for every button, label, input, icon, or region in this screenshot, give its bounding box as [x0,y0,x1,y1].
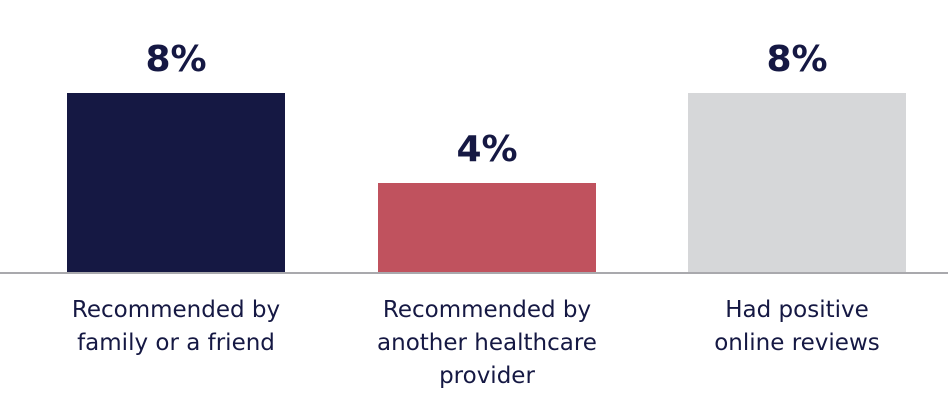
data-label-2: 4% [456,129,517,170]
data-label-1: 8% [145,39,206,80]
category-label-2: Recommended by another healthcare provider [377,297,597,389]
category-label-line: provider [439,363,535,389]
category-label-line: Recommended by [72,297,280,323]
category-label-line: online reviews [714,330,880,356]
bar-3 [688,93,906,273]
data-labels-group: 8% 4% 8% [145,39,827,170]
category-labels-group: Recommended by family or a friendRecommen… [72,297,880,389]
bar-2 [378,183,596,273]
category-label-line: Had positive [725,297,869,323]
category-label-line: another healthcare [377,330,597,356]
bar-1 [67,93,285,273]
category-label-line: family or a friend [77,330,275,356]
category-label-line: Recommended by [383,297,591,323]
category-label-3: Had positive online reviews [714,297,880,356]
category-label-1: Recommended by family or a friend [72,297,280,356]
data-label-3: 8% [766,39,827,80]
bars-group [67,93,906,273]
